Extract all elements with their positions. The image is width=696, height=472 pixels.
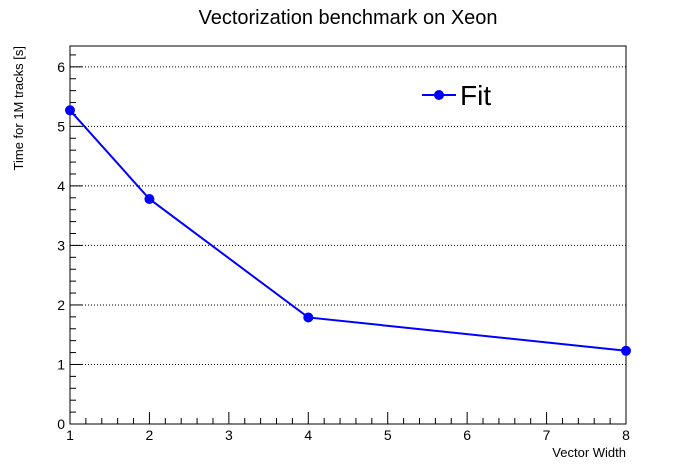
y-tick-label-5: 5 <box>57 118 65 134</box>
y-tick-label-4: 4 <box>57 178 65 194</box>
y-axis-label: Time for 1M tracks [s] <box>11 46 26 170</box>
y-tick-label-3: 3 <box>57 237 65 253</box>
chart-title: Vectorization benchmark on Xeon <box>198 7 497 29</box>
data-point-fit-1 <box>65 105 75 116</box>
data-point-fit-2 <box>144 193 155 204</box>
legend: Fit <box>422 80 491 111</box>
x-tick-label-7: 7 <box>543 427 551 443</box>
x-tick-label-4: 4 <box>304 427 312 443</box>
x-tick-label-3: 3 <box>225 427 233 443</box>
y-tick-label-0: 0 <box>57 416 65 432</box>
legend-label-fit: Fit <box>460 80 491 111</box>
data-point-fit-8 <box>621 345 631 356</box>
x-tick-label-6: 6 <box>463 427 471 443</box>
series-layer <box>65 105 631 356</box>
x-tick-label-5: 5 <box>384 427 392 443</box>
x-axis-label: Vector Width <box>552 445 626 460</box>
series-line-fit <box>69 109 627 352</box>
x-tick-label-8: 8 <box>622 427 630 443</box>
legend-marker-fit <box>434 90 444 100</box>
y-tick-label-1: 1 <box>57 356 65 372</box>
x-tick-label-1: 1 <box>66 427 74 443</box>
plot-frame <box>69 45 627 425</box>
y-tick-label-6: 6 <box>57 59 65 75</box>
x-tick-label-2: 2 <box>146 427 154 443</box>
data-point-fit-4 <box>303 312 314 323</box>
y-tick-label-2: 2 <box>57 297 65 313</box>
